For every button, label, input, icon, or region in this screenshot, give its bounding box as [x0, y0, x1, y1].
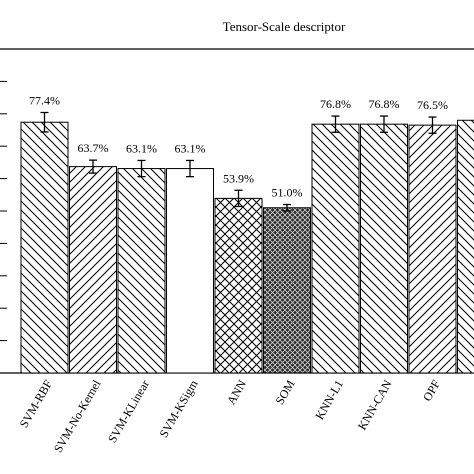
bar: [408, 124, 457, 374]
value-label: 63.7%: [78, 141, 109, 155]
x-tick-label: KNN-CAN: [355, 377, 395, 432]
bar: [69, 166, 117, 374]
x-tick-label: ANN: [224, 377, 249, 407]
bar: [20, 121, 69, 374]
bar: [311, 123, 360, 374]
x-tick-label: SVM-KLinear: [105, 377, 152, 445]
x-tick-label: SVM-KSigm: [156, 377, 200, 440]
value-label: 51.0%: [272, 186, 303, 200]
value-label: 76.8%: [369, 97, 400, 111]
bars-group: [20, 119, 474, 374]
value-label: 63.1%: [126, 141, 157, 155]
chart-title: Tensor-Scale descriptor: [223, 19, 346, 34]
value-labels-group: 77.4% 63.7% 63.1% 63.1% 53.9% 51.0% 76.8% 76.8%…: [29, 94, 448, 200]
bar: [457, 119, 474, 374]
bar: [263, 207, 311, 374]
x-tick-label: KNN-L1: [312, 378, 346, 423]
x-tick-label: SOM: [272, 377, 297, 407]
error-bars-group: [40, 111, 437, 212]
bar: [117, 168, 166, 374]
value-label: 53.9%: [223, 171, 254, 185]
value-label: 77.4%: [29, 94, 60, 108]
x-tick-label: OPF: [420, 377, 443, 403]
bar: [214, 197, 263, 374]
value-label: 76.8%: [320, 97, 351, 111]
y-axis-ticks: [0, 80, 7, 342]
bar: [360, 123, 408, 374]
value-label: 63.1%: [175, 141, 206, 155]
x-tick-label: SVM-No-Kernel: [51, 377, 104, 455]
value-label: 76.5%: [417, 98, 448, 112]
bar: [166, 168, 214, 374]
x-tick-label: SVM-RBF: [17, 377, 56, 430]
